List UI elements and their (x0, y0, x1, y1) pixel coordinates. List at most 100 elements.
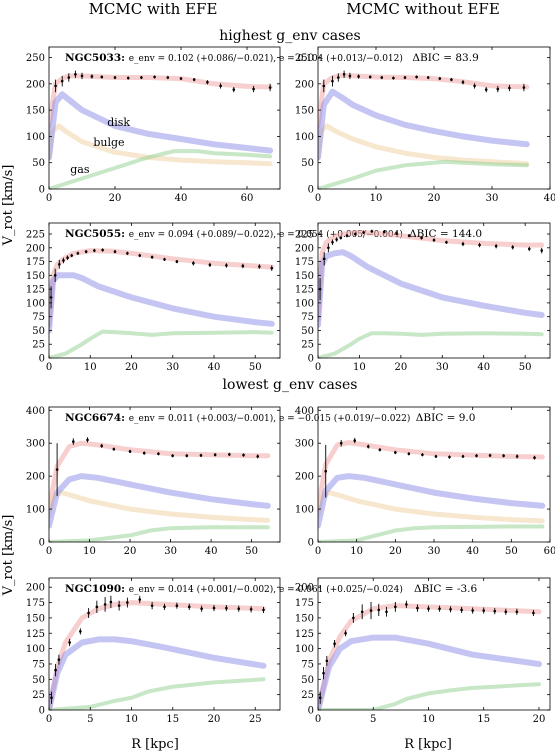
panel-frame (48, 577, 281, 711)
x-tick-label: 15 (477, 714, 490, 725)
data-point (241, 264, 245, 268)
y-tick-label: 300 (295, 439, 314, 450)
y-tick-label: 25 (32, 340, 45, 351)
delta-bic-label: ΔBIC = 144.0 (409, 228, 482, 240)
data-point (150, 255, 154, 259)
data-point (473, 84, 476, 88)
data-point (68, 641, 71, 644)
y-tick-label: 0 (308, 185, 314, 196)
data-point (493, 609, 497, 613)
y-tick-label: 100 (295, 505, 314, 516)
y-tick-label: 125 (26, 285, 45, 296)
panel-frame (48, 406, 281, 543)
y-tick-label: 400 (26, 406, 45, 417)
data-point (57, 658, 61, 661)
data-point (242, 453, 245, 457)
data-point (150, 604, 154, 607)
model-curve-bulge (49, 123, 273, 167)
model-curve-gas (318, 524, 545, 542)
galaxy-name: NGC6674: (65, 412, 129, 424)
y-tick-label: 125 (295, 285, 314, 296)
delta-bic-label: ΔBIC = -3.6 (414, 583, 478, 595)
data-point (66, 256, 69, 260)
data-point (53, 274, 57, 277)
data-point (322, 671, 325, 675)
x-tick-label: 0 (46, 714, 52, 725)
data-point (237, 607, 241, 610)
data-point (55, 468, 59, 471)
data-point (377, 608, 381, 612)
x-tick-label: 10 (83, 546, 96, 557)
y-tick-label: 125 (295, 629, 314, 640)
data-point (163, 605, 166, 609)
data-point (100, 444, 103, 448)
y-tick-label: 25 (32, 690, 45, 701)
galaxy-name: NGC1090: (65, 583, 129, 595)
data-point (50, 696, 53, 700)
data-point (432, 238, 436, 242)
panel-annotation: NGC1090: e_env = 0.014 (+0.001/−0.002), … (65, 583, 403, 595)
data-point (366, 445, 370, 448)
model-curve-bulge (318, 123, 530, 167)
fit-parameters: e_env = 0.102 (+0.086/−0.021), e = 0.104… (129, 53, 403, 64)
data-point (192, 261, 195, 265)
x-tick-label: 10 (370, 193, 383, 204)
y-tick-label: 0 (308, 354, 314, 365)
data-point (138, 598, 142, 601)
x-tick-label: 60 (544, 546, 555, 557)
component-label-disk: disk (107, 116, 130, 129)
data-point (322, 257, 326, 261)
x-tick-label: 50 (505, 546, 518, 557)
x-tick-label: 0 (315, 546, 321, 557)
data-point (206, 80, 209, 84)
data-point (103, 603, 107, 606)
y-tick-label: 100 (26, 132, 45, 143)
delta-bic-label: ΔBIC = 83.9 (412, 52, 478, 64)
data-point (62, 259, 65, 262)
x-tick-label: 30 (486, 193, 499, 204)
x-tick-label: 0 (46, 362, 52, 373)
data-point (403, 76, 407, 79)
data-point (126, 76, 130, 80)
x-tick-label: 20 (124, 546, 137, 557)
data-point (113, 250, 117, 253)
data-point (225, 606, 228, 610)
data-point (100, 75, 104, 79)
data-point (496, 87, 500, 91)
panel-frame (317, 222, 551, 359)
data-point (60, 79, 64, 83)
y-tick-label: 125 (26, 629, 45, 640)
x-tick-label: 50 (245, 546, 258, 557)
y-tick-label: 175 (295, 257, 314, 268)
y-tick-label: 200 (26, 79, 45, 90)
data-point (331, 240, 334, 244)
panel-7: 0 25 50 75 100 125 150 175 200 0 5 10 15 20 ΔBIC = -3.… (295, 577, 551, 725)
model-curve-gas (49, 329, 274, 358)
model-curve-disk (318, 249, 545, 328)
x-axis-label-left: R [kpc] (131, 737, 179, 752)
data-point (392, 76, 395, 80)
data-point (86, 438, 89, 442)
y-tick-label: 0 (308, 538, 314, 549)
y-tick-label: 75 (301, 659, 314, 670)
y-tick-label: 175 (26, 257, 45, 268)
x-tick-label: 60 (241, 193, 254, 204)
data-point (58, 263, 61, 266)
x-tick-label: 40 (175, 193, 188, 204)
y-axis-label-bottom: V_rot [km/s] (1, 515, 16, 597)
data-point (208, 263, 212, 267)
data-point (415, 75, 418, 79)
data-point (394, 605, 397, 609)
data-point (484, 88, 488, 91)
x-tick-label: 40 (477, 362, 490, 373)
y-tick-label: 200 (295, 79, 314, 90)
y-tick-label: 250 (295, 53, 314, 64)
y-tick-label: 75 (32, 659, 45, 670)
data-point (140, 76, 143, 79)
data-point (445, 240, 448, 244)
data-point (382, 230, 386, 234)
panel-annotation: NGC5055: e_env = 0.094 (+0.089/−0.022), … (65, 228, 403, 240)
data-point (421, 453, 424, 457)
